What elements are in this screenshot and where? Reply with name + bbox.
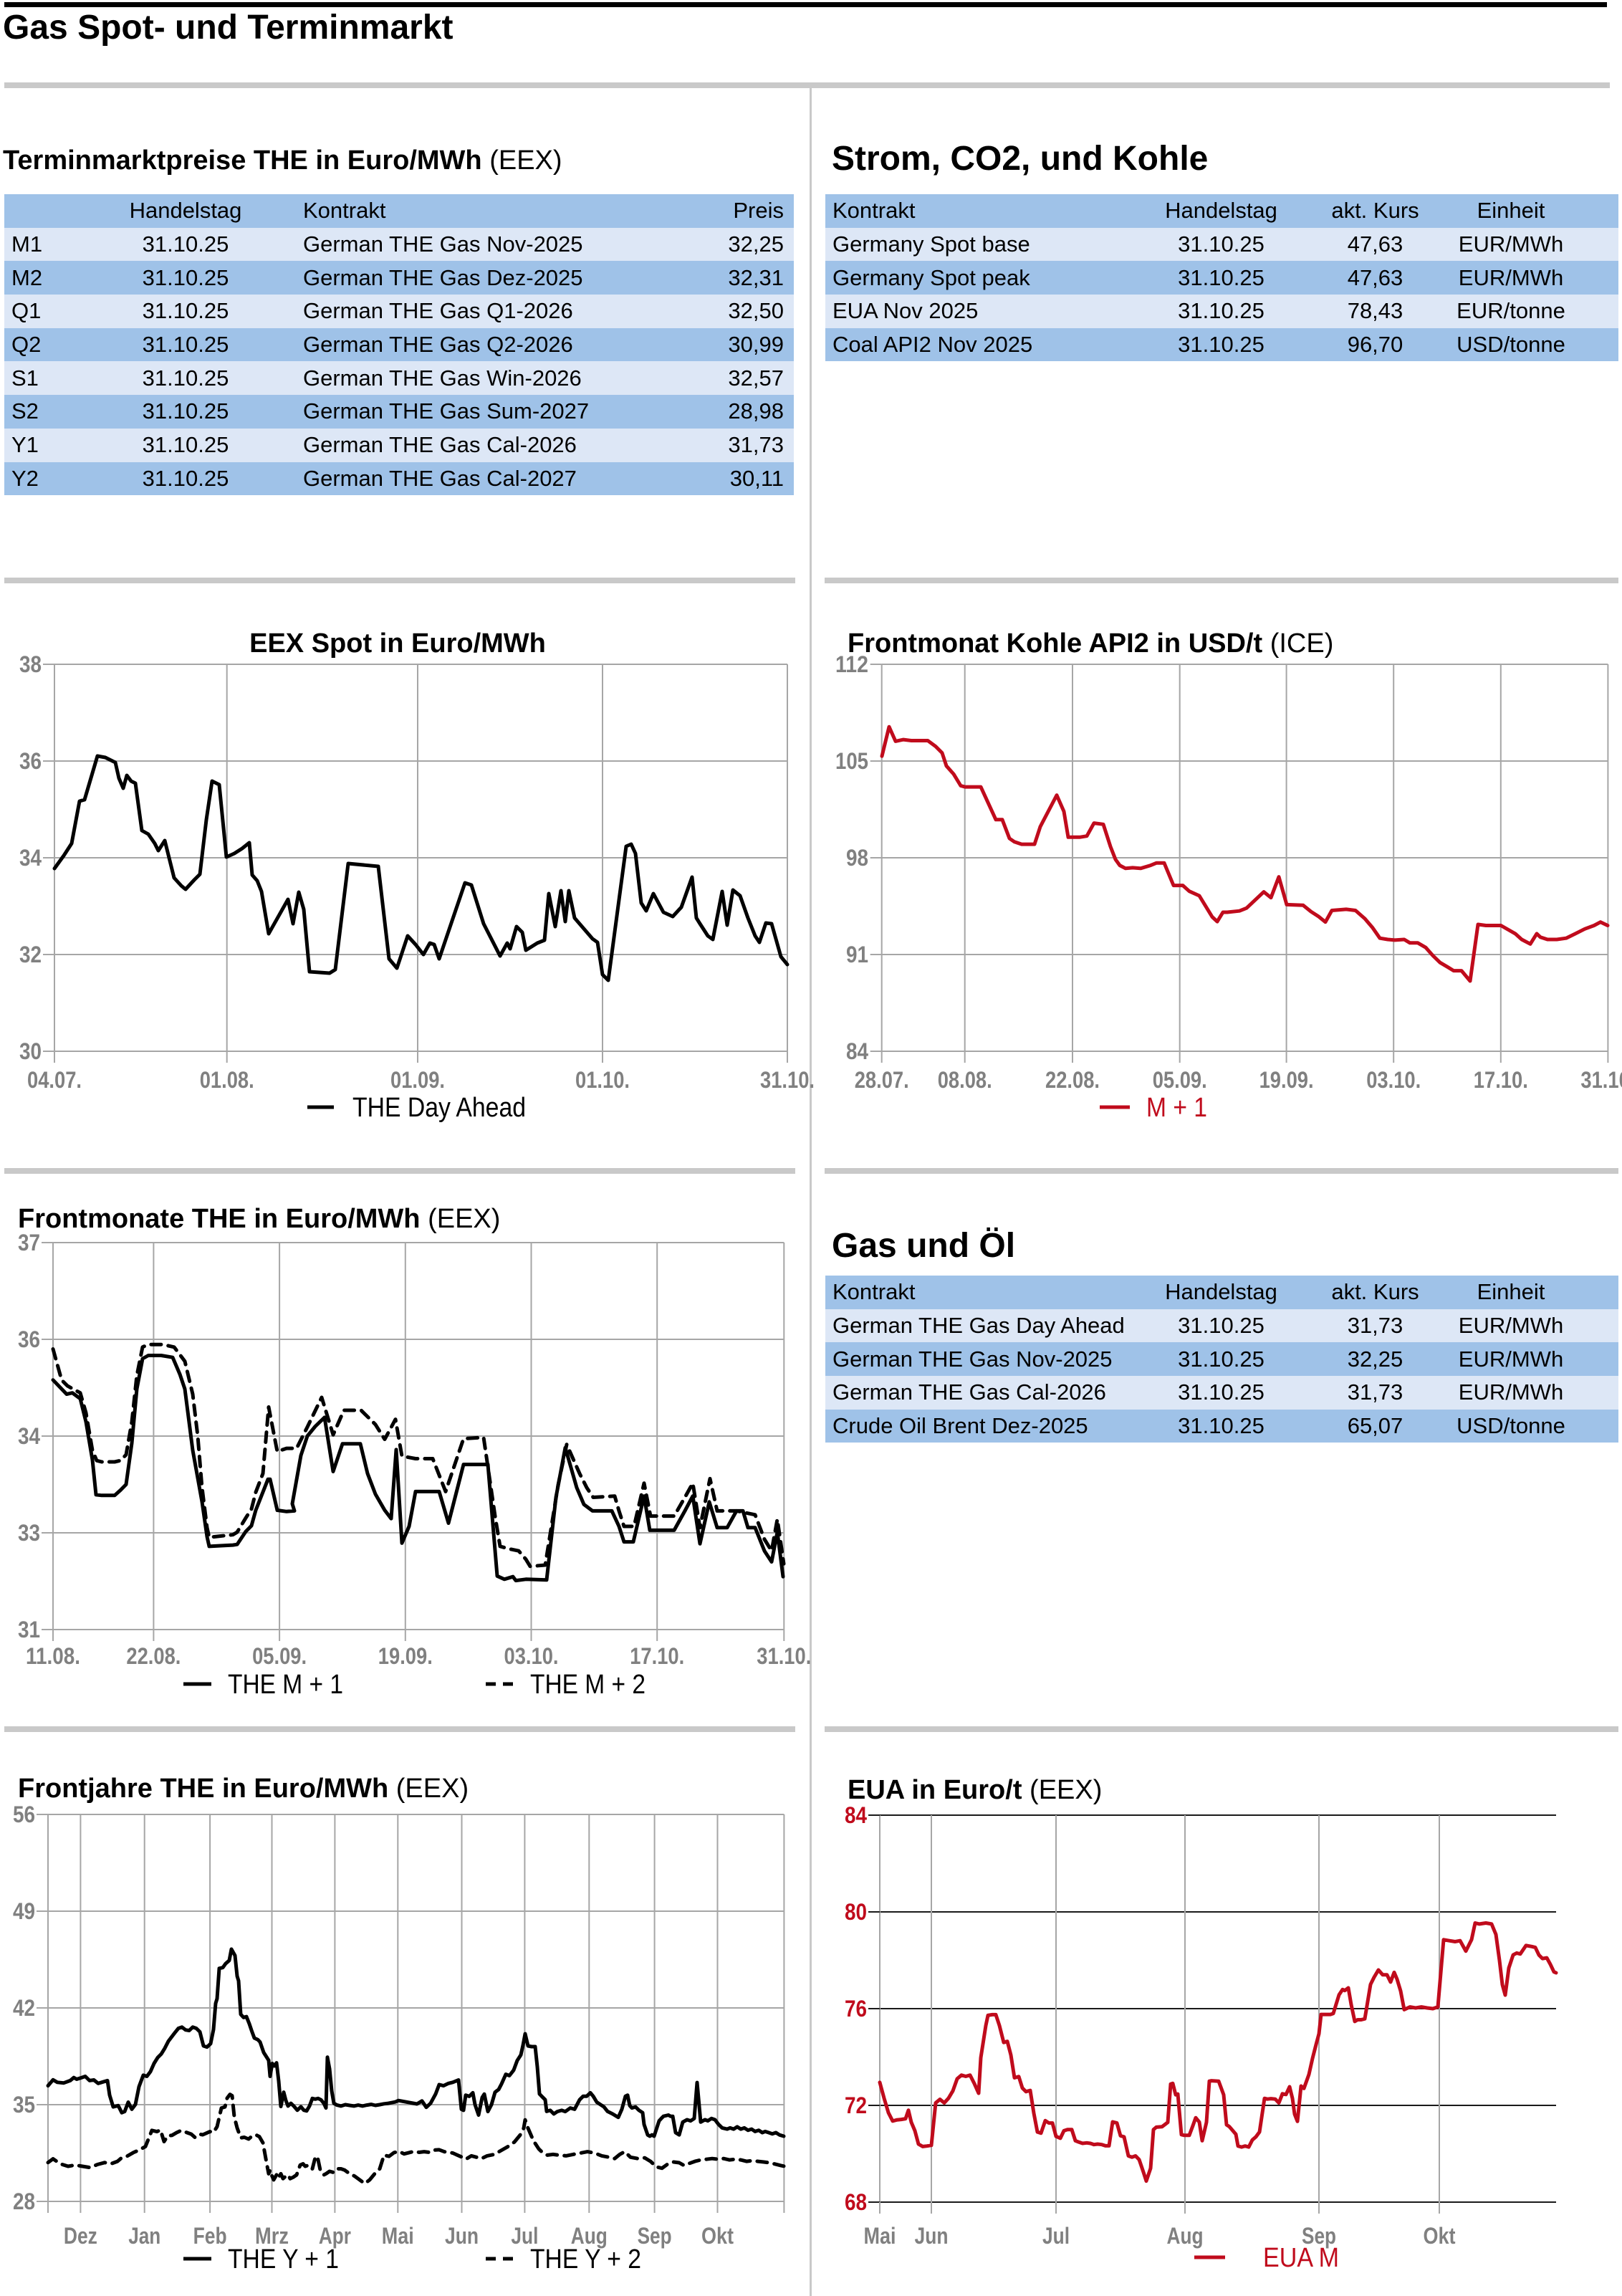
svg-text:01.09.: 01.09. [390, 1067, 445, 1093]
svg-text:30: 30 [19, 1038, 42, 1064]
svg-text:34: 34 [19, 845, 42, 871]
svg-text:34: 34 [18, 1423, 40, 1449]
svg-text:28: 28 [13, 2189, 35, 2214]
svg-text:04.07.: 04.07. [27, 1067, 82, 1093]
svg-text:Mai: Mai [864, 2223, 896, 2249]
svg-text:22.08.: 22.08. [126, 1643, 181, 1669]
svg-text:56: 56 [13, 1802, 35, 1827]
svg-text:Mai: Mai [382, 2223, 414, 2249]
svg-text:28.07.: 28.07. [855, 1067, 909, 1093]
svg-text:33: 33 [18, 1520, 40, 1546]
svg-text:31.10.: 31.10. [757, 1643, 811, 1669]
svg-text:36: 36 [19, 748, 42, 774]
svg-text:Jul: Jul [511, 2223, 538, 2249]
svg-text:Sep: Sep [1302, 2223, 1336, 2249]
svg-text:Okt: Okt [701, 2223, 734, 2249]
svg-text:37: 37 [18, 1230, 40, 1255]
svg-text:Aug: Aug [571, 2223, 608, 2249]
svg-text:38: 38 [19, 651, 42, 677]
svg-text:Okt: Okt [1424, 2223, 1456, 2249]
svg-text:THE Day Ahead: THE Day Ahead [352, 1093, 526, 1123]
svg-text:11.08.: 11.08. [26, 1643, 80, 1669]
svg-text:76: 76 [845, 1996, 867, 2022]
svg-text:91: 91 [846, 942, 868, 967]
svg-text:M + 1: M + 1 [1146, 1093, 1207, 1123]
svg-text:17.10.: 17.10. [630, 1643, 684, 1669]
svg-text:EUA M: EUA M [1263, 2243, 1339, 2273]
svg-text:72: 72 [845, 2092, 867, 2118]
svg-text:31.10.: 31.10. [1580, 1067, 1622, 1093]
svg-text:84: 84 [846, 1038, 868, 1064]
svg-text:EEX Spot in Euro/MWh: EEX Spot in Euro/MWh [249, 628, 546, 659]
svg-text:22.08.: 22.08. [1045, 1067, 1100, 1093]
svg-text:Frontjahre THE in Euro/MWh (EE: Frontjahre THE in Euro/MWh (EEX) [18, 1774, 469, 1804]
svg-text:THE M + 1: THE M + 1 [228, 1670, 343, 1700]
svg-text:68: 68 [845, 2189, 867, 2215]
svg-text:Jul: Jul [1042, 2223, 1070, 2249]
svg-text:Aug: Aug [1167, 2223, 1204, 2249]
svg-text:36: 36 [18, 1326, 40, 1352]
svg-text:Frontmonate THE in Euro/MWh (E: Frontmonate THE in Euro/MWh (EEX) [18, 1204, 500, 1234]
svg-text:32: 32 [19, 942, 42, 967]
svg-text:49: 49 [13, 1898, 35, 1924]
svg-text:Jun: Jun [445, 2223, 479, 2249]
svg-text:31: 31 [18, 1617, 40, 1642]
svg-text:Feb: Feb [193, 2223, 227, 2249]
svg-text:31.10.: 31.10. [760, 1067, 815, 1093]
svg-text:98: 98 [846, 845, 868, 871]
svg-text:EUA in Euro/t (EEX): EUA in Euro/t (EEX) [848, 1775, 1102, 1805]
svg-text:05.09.: 05.09. [252, 1643, 307, 1669]
svg-text:19.09.: 19.09. [1259, 1067, 1314, 1093]
svg-text:08.08.: 08.08. [938, 1067, 992, 1093]
svg-text:35: 35 [13, 2092, 35, 2118]
svg-text:Frontmonat Kohle API2 in USD/t: Frontmonat Kohle API2 in USD/t (ICE) [848, 628, 1333, 659]
svg-text:80: 80 [845, 1899, 867, 1925]
svg-text:03.10.: 03.10. [1366, 1067, 1421, 1093]
svg-text:Apr: Apr [319, 2223, 351, 2249]
svg-text:THE M + 2: THE M + 2 [530, 1670, 646, 1700]
svg-text:42: 42 [13, 1995, 35, 2021]
svg-text:01.08.: 01.08. [200, 1067, 254, 1093]
svg-text:17.10.: 17.10. [1474, 1067, 1528, 1093]
svg-text:105: 105 [835, 748, 868, 774]
svg-text:THE Y + 2: THE Y + 2 [530, 2244, 641, 2275]
svg-text:Dez: Dez [64, 2223, 97, 2249]
svg-text:THE Y + 1: THE Y + 1 [228, 2244, 339, 2275]
svg-text:Mrz: Mrz [255, 2223, 289, 2249]
svg-text:Jun: Jun [915, 2223, 949, 2249]
svg-text:01.10.: 01.10. [575, 1067, 630, 1093]
svg-text:19.09.: 19.09. [378, 1643, 433, 1669]
svg-text:03.10.: 03.10. [504, 1643, 559, 1669]
svg-text:84: 84 [845, 1802, 867, 1828]
svg-text:112: 112 [835, 651, 868, 677]
svg-text:Jan: Jan [128, 2223, 160, 2249]
svg-text:Sep: Sep [638, 2223, 672, 2249]
svg-text:05.09.: 05.09. [1153, 1067, 1207, 1093]
